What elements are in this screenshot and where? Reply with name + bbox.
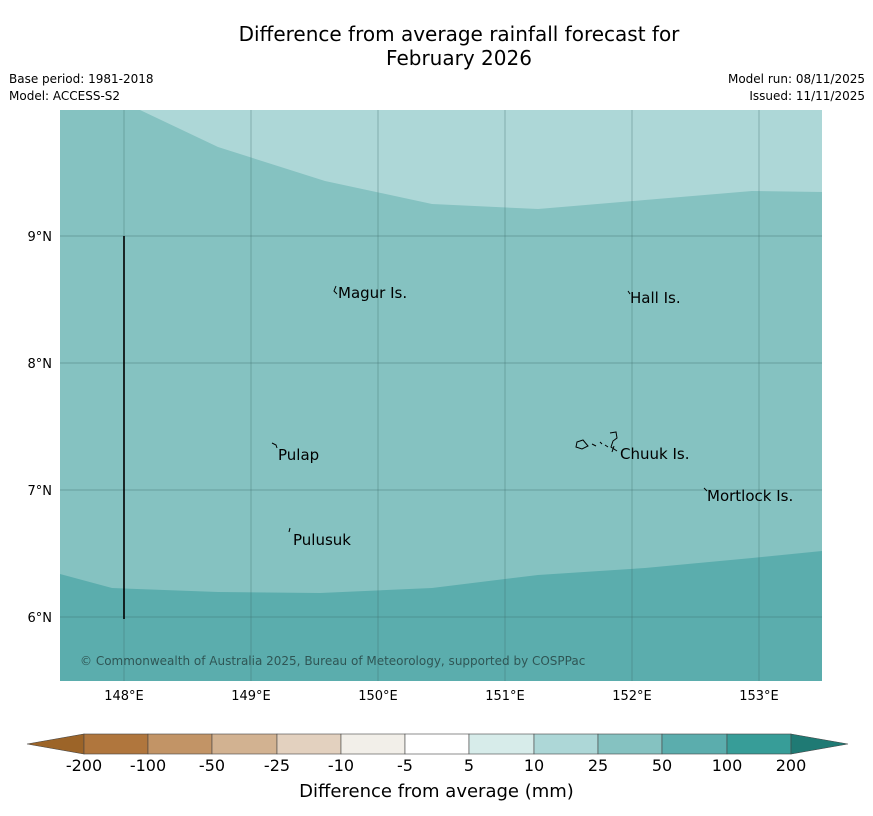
model-name: Model: ACCESS-S2 [9, 89, 121, 103]
lon-tick-149e: 149°E [231, 689, 271, 704]
colorbar-title: Difference from average (mm) [299, 781, 574, 802]
island-chuuk-lagoon [575, 431, 618, 453]
island-hall [627, 290, 631, 295]
islands [271, 285, 708, 533]
colorbar-label: -200 [65, 756, 103, 775]
place-label-mortlock: Mortlock Is. [707, 487, 793, 505]
colorbar-label: 25 [587, 756, 609, 775]
colorbar-swatch-4 [276, 733, 342, 755]
title-line-1: Difference from average rainfall forecas… [238, 22, 680, 46]
colorbar-label: -100 [129, 756, 167, 775]
rainfall-band-50-100 [60, 551, 822, 681]
island-pulusuk [288, 527, 291, 533]
copyright-note: © Commonwealth of Australia 2025, Bureau… [80, 654, 585, 668]
lat-tick-9n: 9°N [28, 230, 53, 245]
colorbar-extend-low [26, 733, 85, 755]
base-period: Base period: 1981-2018 [9, 72, 154, 86]
place-label-magur: Magur Is. [338, 284, 407, 302]
lon-tick-148e: 148°E [104, 689, 144, 704]
meta-left: Base period: 1981-2018 Model: ACCESS-S2 [9, 71, 154, 105]
lon-tick-153e: 153°E [739, 689, 779, 704]
island-pulap [271, 442, 278, 449]
map-title: Difference from average rainfall forecas… [0, 22, 873, 70]
lat-tick-8n: 8°N [28, 357, 53, 372]
lon-tick-150e: 150°E [358, 689, 398, 704]
place-label-pulusuk: Pulusuk [293, 531, 351, 549]
colorbar-label: 10 [523, 756, 545, 775]
colorbar-label: -50 [198, 756, 226, 775]
issued-date: Issued: 11/11/2025 [749, 89, 865, 103]
lon-tick-151e: 151°E [485, 689, 525, 704]
place-label-pulap: Pulap [278, 446, 319, 464]
colorbar-swatch-2 [147, 733, 213, 755]
colorbar-swatch-8 [533, 733, 599, 755]
colorbar-label: 5 [463, 756, 475, 775]
graticule [60, 110, 822, 681]
island-magur [333, 285, 338, 295]
colorbar-label: -25 [263, 756, 291, 775]
colorbar-extend-high [790, 733, 849, 755]
place-label-hall: Hall Is. [630, 289, 681, 307]
lat-tick-6n: 6°N [28, 611, 53, 626]
model-run: Model run: 08/11/2025 [727, 72, 865, 86]
island-mortlock [703, 487, 708, 492]
colorbar-swatch-9 [597, 733, 663, 755]
title-line-2: February 2026 [386, 46, 532, 70]
lon-tick-152e: 152°E [612, 689, 652, 704]
colorbar-label: 50 [651, 756, 673, 775]
colorbar-label: -10 [327, 756, 355, 775]
place-label-chuuk: Chuuk Is. [620, 445, 689, 463]
colorbar-swatch-11 [726, 733, 792, 755]
colorbar-swatch-5 [340, 733, 406, 755]
meta-right: Model run: 08/11/2025 Issued: 11/11/2025 [728, 71, 865, 105]
colorbar-swatch-7 [468, 733, 535, 755]
colorbar-swatch-3 [211, 733, 278, 755]
lat-tick-7n: 7°N [28, 484, 53, 499]
colorbar-swatch-10 [661, 733, 728, 755]
colorbar-swatch-6 [404, 733, 470, 755]
colorbar-swatch-1 [83, 733, 149, 755]
colorbar-label: 100 [711, 756, 743, 775]
rainfall-band-10-25 [140, 110, 822, 209]
colorbar [26, 733, 849, 755]
colorbar-label: 200 [775, 756, 807, 775]
colorbar-label: -5 [397, 756, 413, 775]
